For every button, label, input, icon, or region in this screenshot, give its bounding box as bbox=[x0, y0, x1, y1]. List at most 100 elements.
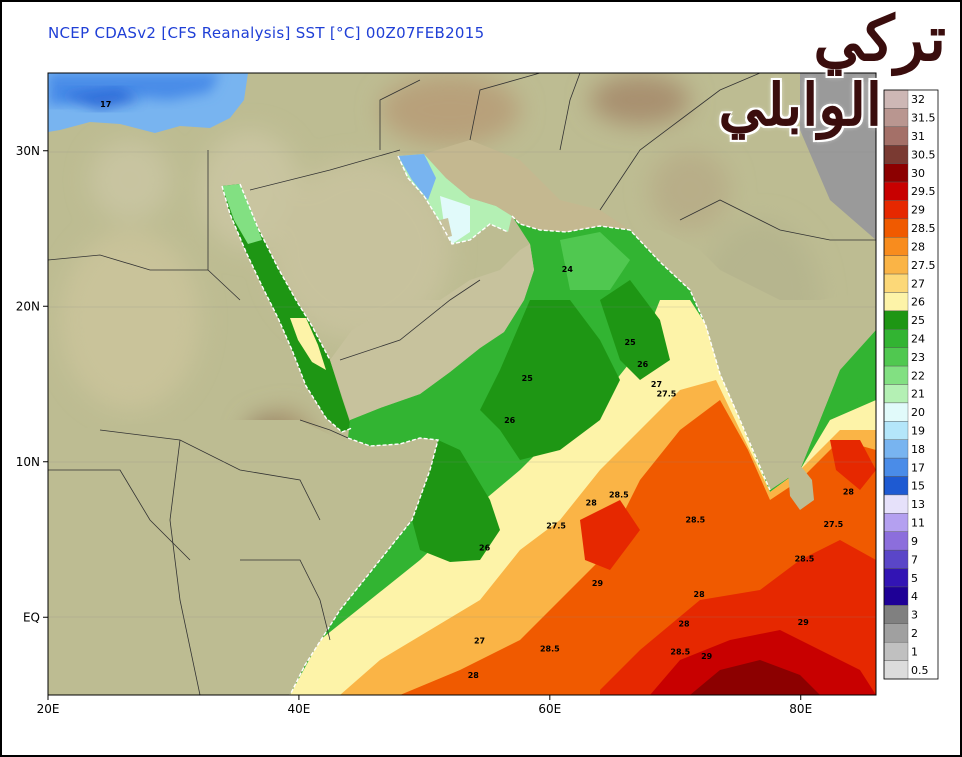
contour-labels: 17242526252727.52628.52827.528.526292828… bbox=[100, 100, 855, 720]
legend-label: 20 bbox=[911, 406, 925, 419]
legend-swatch bbox=[883, 237, 909, 256]
arabic-watermark: تركي الوابلي bbox=[592, 2, 952, 139]
legend-swatch bbox=[883, 494, 909, 514]
legend-label: 23 bbox=[911, 351, 925, 364]
contour-label: 29 bbox=[592, 579, 604, 588]
contour-label: 25 bbox=[522, 374, 534, 383]
legend-swatch bbox=[883, 181, 909, 201]
legend-label: 32 bbox=[911, 93, 925, 106]
legend-label: 24 bbox=[911, 332, 925, 345]
contour-label: 28 bbox=[694, 590, 706, 599]
x-tick-label: 80E bbox=[789, 702, 812, 716]
land-overlay bbox=[48, 140, 876, 695]
legend-swatch bbox=[883, 421, 909, 440]
legend-swatch bbox=[883, 513, 909, 532]
contour-label: 28 bbox=[468, 671, 480, 680]
legend-label: 29 bbox=[911, 204, 925, 217]
legend-label: 31.5 bbox=[911, 112, 936, 125]
watermark-line-1: تركي bbox=[813, 2, 946, 75]
legend-swatch bbox=[883, 623, 909, 643]
contour-label: 26 bbox=[479, 543, 491, 552]
political-borders bbox=[48, 73, 876, 695]
legend-swatch bbox=[883, 273, 909, 293]
legend-swatch bbox=[883, 439, 909, 459]
contour-label: 28 bbox=[586, 498, 598, 507]
y-tick-label: 30N bbox=[16, 144, 40, 158]
contour-label: 29 bbox=[798, 618, 810, 627]
contour-label: 29 bbox=[701, 652, 713, 661]
grid-lines bbox=[48, 151, 876, 618]
contour-label: 28.5 bbox=[609, 491, 629, 500]
contour-label: 27.5 bbox=[657, 389, 677, 398]
legend-label: 21 bbox=[911, 388, 925, 401]
legend-label: 3 bbox=[911, 609, 918, 622]
contour-label: 27.5 bbox=[546, 522, 566, 531]
contour-label: 28 bbox=[678, 620, 690, 629]
legend-swatch bbox=[883, 365, 909, 385]
contour-label: 28.5 bbox=[540, 644, 560, 653]
legend-label: 9 bbox=[911, 535, 918, 548]
legend-label: 4 bbox=[911, 590, 918, 603]
legend-label: 28 bbox=[911, 240, 925, 253]
y-tick-label: EQ bbox=[23, 610, 40, 624]
contour-label: 25 bbox=[625, 338, 637, 347]
contour-label: 26 bbox=[504, 416, 516, 425]
x-tick-label: 20E bbox=[37, 702, 60, 716]
legend-label: 11 bbox=[911, 517, 925, 530]
coastlines bbox=[221, 155, 771, 695]
watermark-line-2: الوابلي bbox=[718, 71, 882, 139]
highland-grey bbox=[800, 73, 876, 240]
legend-label: 2 bbox=[911, 627, 918, 640]
legend-label: 7 bbox=[911, 553, 918, 566]
x-axis-ticks: 20E 40E 60E 80E bbox=[37, 695, 812, 716]
contour-label: 27.5 bbox=[823, 520, 843, 529]
legend-swatch bbox=[883, 605, 909, 624]
legend-label: 13 bbox=[911, 498, 925, 511]
legend-label: 0.5 bbox=[911, 664, 929, 677]
legend-swatch bbox=[883, 586, 909, 606]
contour-label: 29.5 bbox=[723, 711, 743, 720]
legend-label: 25 bbox=[911, 314, 925, 327]
legend-swatch bbox=[883, 347, 909, 367]
arabian-sea bbox=[290, 216, 876, 695]
legend-swatch bbox=[883, 660, 909, 680]
legend-swatch bbox=[883, 549, 909, 569]
legend-label: 31 bbox=[911, 130, 925, 143]
legend-swatch bbox=[883, 384, 909, 404]
legend-label: 27 bbox=[911, 277, 925, 290]
legend-swatch bbox=[883, 255, 909, 275]
legend-label: 17 bbox=[911, 461, 925, 474]
red-sea-warm bbox=[290, 318, 326, 370]
contour-label: 27 bbox=[474, 637, 485, 646]
x-tick-label: 40E bbox=[287, 702, 310, 716]
legend-label: 28.5 bbox=[911, 222, 936, 235]
legend-label: 26 bbox=[911, 296, 925, 309]
y-tick-label: 20N bbox=[16, 299, 40, 313]
legend-swatch bbox=[883, 329, 909, 348]
red-sea-north bbox=[222, 184, 262, 244]
legend-swatch bbox=[883, 292, 909, 312]
legend-label: 19 bbox=[911, 425, 925, 438]
legend-label: 27.5 bbox=[911, 259, 936, 272]
legend-swatch bbox=[883, 568, 909, 588]
legend-swatch bbox=[883, 476, 909, 496]
red-sea bbox=[222, 184, 352, 432]
contour-label: 29.5 bbox=[712, 696, 732, 705]
legend-swatch bbox=[883, 402, 909, 422]
y-tick-label: 10N bbox=[16, 455, 40, 469]
legend-label: 30.5 bbox=[911, 148, 936, 161]
contour-label: 28 bbox=[843, 487, 855, 496]
legend-label: 30 bbox=[911, 167, 925, 180]
legend-label: 22 bbox=[911, 369, 925, 382]
legend-swatch bbox=[883, 163, 909, 183]
contour-label: 17 bbox=[100, 100, 111, 109]
contour-label: 28.5 bbox=[685, 515, 705, 524]
legend-border bbox=[883, 89, 939, 680]
legend-label: 15 bbox=[911, 480, 925, 493]
legend-swatch bbox=[883, 200, 909, 220]
contour-label: 28.5 bbox=[795, 554, 815, 563]
contour-label: 28.5 bbox=[670, 648, 690, 657]
legend-label: 18 bbox=[911, 443, 925, 456]
plot-area: 17242526252727.52628.52827.528.526292828… bbox=[48, 73, 876, 720]
